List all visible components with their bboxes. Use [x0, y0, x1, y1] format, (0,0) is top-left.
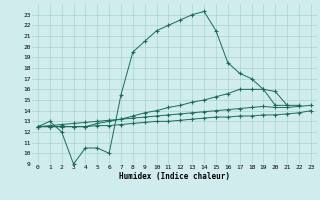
X-axis label: Humidex (Indice chaleur): Humidex (Indice chaleur) [119, 172, 230, 181]
